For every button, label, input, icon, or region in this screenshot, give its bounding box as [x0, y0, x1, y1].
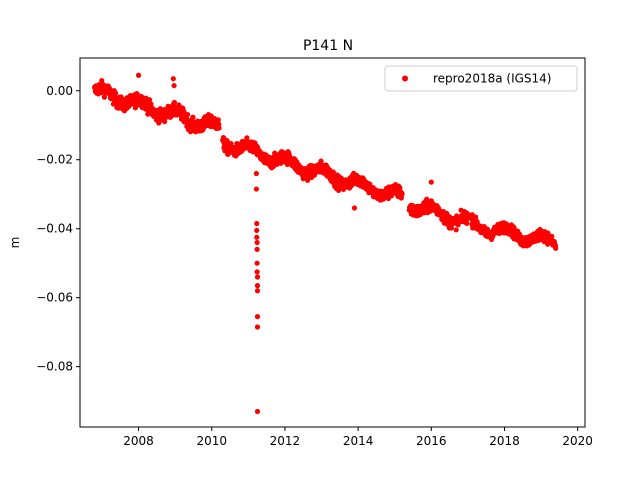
- x-tick-label: 2018: [489, 434, 520, 448]
- legend-marker: [402, 75, 408, 82]
- data-point: [171, 99, 178, 105]
- data-point: [184, 111, 191, 118]
- data-point: [254, 269, 260, 275]
- y-tick-label: −0.06: [36, 291, 73, 305]
- data-point: [171, 82, 177, 89]
- x-tick-label: 2020: [562, 434, 593, 448]
- x-axis: 2008 2010 2012 2014 2016 2018 2020: [123, 427, 593, 448]
- data-point: [455, 222, 461, 228]
- data-point: [464, 220, 470, 227]
- plot-area: [92, 72, 559, 415]
- data-point: [549, 233, 555, 239]
- data-point: [101, 94, 107, 100]
- data-point: [162, 118, 168, 125]
- data-point: [254, 246, 260, 252]
- data-point: [254, 324, 261, 330]
- data-point: [254, 260, 260, 266]
- data-point: [254, 408, 261, 415]
- y-tick-label: 0.00: [46, 84, 73, 98]
- x-tick-label: 2016: [416, 434, 447, 448]
- data-point: [424, 196, 430, 202]
- x-tick-label: 2014: [343, 434, 374, 448]
- data-point: [170, 76, 176, 82]
- data-point: [215, 117, 221, 123]
- data-point: [453, 227, 459, 233]
- data-point: [135, 72, 142, 78]
- data-point: [254, 227, 260, 234]
- y-axis: 0.00 −0.02 −0.04 −0.06 −0.08: [36, 84, 80, 374]
- data-point: [216, 121, 222, 127]
- legend-box: [384, 65, 578, 92]
- data-point: [254, 239, 260, 246]
- data-point: [216, 125, 222, 131]
- x-tick-label: 2010: [196, 434, 227, 448]
- data-point: [190, 114, 196, 120]
- data-point: [253, 186, 259, 192]
- data-point: [181, 108, 187, 115]
- y-axis-label: m: [8, 237, 22, 249]
- data-point: [428, 179, 434, 185]
- data-point: [146, 97, 153, 103]
- data-point: [254, 283, 261, 289]
- legend-label: repro2018a (IGS14): [433, 72, 551, 86]
- y-tick-label: −0.02: [36, 153, 73, 167]
- x-tick-label: 2008: [123, 434, 154, 448]
- data-point: [397, 185, 403, 191]
- data-point: [254, 234, 260, 240]
- chart-title: P141 N: [303, 38, 353, 54]
- data-point: [367, 181, 373, 187]
- data-point: [254, 288, 261, 294]
- data-point: [318, 158, 324, 164]
- data-point: [351, 205, 358, 211]
- data-point: [254, 314, 261, 320]
- plot-frame: [79, 57, 586, 428]
- y-tick-label: −0.04: [36, 222, 73, 236]
- data-points: [92, 72, 559, 415]
- data-point: [448, 225, 454, 231]
- x-tick-label: 2012: [270, 434, 301, 448]
- data-point: [399, 191, 405, 197]
- data-point: [473, 214, 479, 220]
- data-point: [465, 212, 471, 218]
- data-point: [254, 220, 260, 227]
- data-point: [553, 245, 559, 251]
- y-tick-label: −0.08: [36, 360, 73, 374]
- legend: repro2018a (IGS14): [384, 65, 578, 92]
- data-point: [254, 274, 261, 280]
- data-point: [253, 170, 259, 177]
- data-point: [113, 90, 119, 96]
